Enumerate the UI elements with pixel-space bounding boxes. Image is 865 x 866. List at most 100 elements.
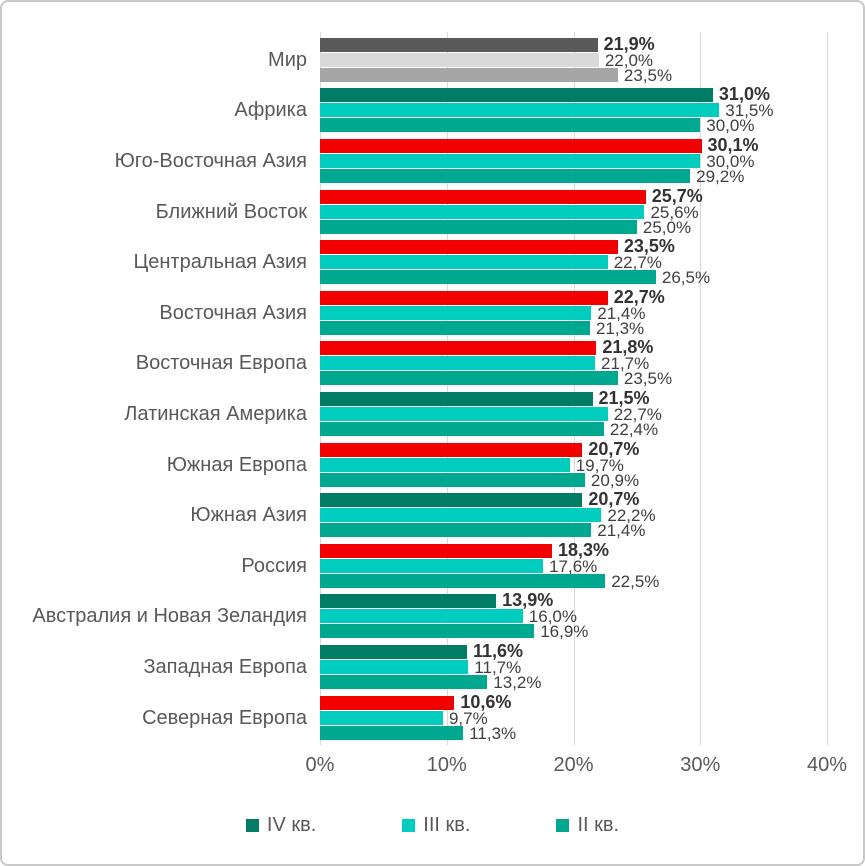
bar-q2 — [320, 472, 585, 487]
bar-q3 — [320, 305, 592, 320]
bar-group: 11,6% 11,7% 13,2% — [320, 642, 827, 692]
value-label-q2: 16,9% — [540, 622, 589, 642]
bar-group: 21,9% 22,0% 23,5% — [320, 33, 827, 85]
bar-q3 — [320, 255, 608, 270]
bar-q3 — [320, 356, 596, 371]
chart-row: Восточная Европа 21,8% 21,7% 23,5% — [2, 337, 827, 390]
bar-q4 — [320, 240, 618, 255]
bar-q4 — [320, 290, 608, 305]
chart-rows: Мир 21,9% 22,0% 23,5% Африка 31,0% 31,5% 30,0% Ю… — [2, 35, 827, 743]
bar-q2 — [320, 67, 618, 82]
value-label-q4: 23,5% — [623, 236, 675, 257]
value-label-q2: 30,0% — [706, 116, 755, 136]
x-axis-tick: 40% — [806, 754, 848, 776]
bar-q4 — [320, 543, 552, 558]
bar-q2 — [320, 624, 535, 639]
value-label-q4: 21,8% — [602, 337, 654, 358]
gridline — [573, 32, 575, 745]
value-label-q3: 30,0% — [706, 151, 755, 171]
legend: IV кв. III кв. II кв. — [2, 814, 863, 837]
bar-q4 — [320, 391, 593, 406]
bar-group: 21,5% 22,7% 22,4% — [320, 387, 827, 439]
bar-q2 — [320, 674, 488, 689]
bar-group: 10,6% 9,7% 11,3% — [320, 693, 827, 742]
chart-row: Австралия и Новая Зеландия 13,9% 16,0% 16,9… — [2, 591, 827, 643]
value-label-q4: 18,3% — [557, 539, 609, 560]
value-label-q2: 13,2% — [493, 672, 542, 692]
bar-group: 30,1% 30,0% 29,2% — [320, 136, 827, 186]
value-label-q3: 31,5% — [725, 101, 774, 121]
legend-label-q2: II кв. — [577, 814, 620, 836]
bar-q2 — [320, 168, 691, 183]
bar-q2 — [320, 725, 464, 740]
chart-row: Южная Европа 20,7% 19,7% 20,9% — [2, 440, 827, 491]
x-axis-tick: 30% — [680, 754, 721, 776]
gridline — [827, 32, 828, 745]
value-label-q3: 19,7% — [575, 455, 624, 475]
chart-row: Юго-Восточная Азия 30,1% 30,0% 29,2% — [2, 136, 827, 187]
value-label-q2: 23,5% — [623, 65, 673, 85]
bar-q2 — [320, 421, 604, 436]
bar-group: 22,7% 21,4% 21,3% — [320, 286, 827, 337]
bar-q3 — [320, 406, 608, 421]
category-label: Ближний Восток — [155, 200, 307, 223]
bar-q4 — [320, 644, 468, 659]
bar-q3 — [320, 558, 544, 573]
value-label-q4: 31,0% — [718, 84, 770, 105]
value-label-q3: 25,6% — [650, 202, 699, 222]
value-label-q3: 22,2% — [607, 506, 656, 526]
value-label-q4: 25,7% — [651, 185, 703, 206]
bar-group: 20,7% 19,7% 20,9% — [320, 438, 827, 489]
x-axis-tick: 10% — [426, 754, 467, 776]
category-label: Юго-Восточная Азия — [114, 149, 307, 172]
value-label-q2: 29,2% — [696, 166, 745, 186]
value-label-q4: 20,7% — [588, 489, 640, 510]
gridline — [446, 32, 448, 745]
gridline — [700, 32, 702, 745]
bar-q4 — [320, 88, 713, 103]
bar-group: 23,5% 22,7% 26,5% — [320, 236, 827, 288]
bar-q3 — [320, 153, 701, 168]
value-label-q4: 21,9% — [603, 33, 655, 54]
bar-q2 — [320, 523, 592, 538]
bar-q2 — [320, 371, 618, 386]
chart-row: Африка 31,0% 31,5% 30,0% — [2, 84, 827, 137]
category-label: Африка — [234, 99, 307, 122]
legend-label-q3: III кв. — [423, 814, 471, 836]
gridline — [320, 32, 321, 745]
bar-q3 — [320, 508, 602, 523]
bar-group: 21,8% 21,7% 23,5% — [320, 337, 827, 389]
value-label-q3: 17,6% — [549, 556, 598, 576]
bar-q4 — [320, 493, 583, 508]
bar-q2 — [320, 118, 701, 133]
chart-row: Восточная Азия 22,7% 21,4% 21,3% — [2, 288, 827, 339]
bar-q2 — [320, 219, 637, 234]
value-label-q2: 22,4% — [609, 419, 659, 439]
value-label-q3: 22,7% — [613, 404, 662, 424]
legend-item-q3: III кв. — [402, 814, 470, 837]
value-label-q4: 20,7% — [588, 438, 640, 459]
value-label-q4: 21,5% — [598, 387, 650, 408]
value-label-q2: 23,5% — [623, 369, 673, 389]
legend-swatch-q3 — [402, 819, 416, 832]
chart-row: Северная Европа 10,6% 9,7% 11,3% — [2, 693, 827, 744]
value-label-q3: 9,7% — [448, 708, 488, 728]
bar-q4 — [320, 341, 597, 356]
x-axis-tick: 0% — [305, 754, 335, 776]
category-label: Латинская Америка — [124, 402, 307, 425]
chart-row: Центральная Азия 23,5% 22,7% 26,5% — [2, 237, 827, 288]
value-label-q2: 26,5% — [661, 268, 711, 288]
category-label: Мир — [268, 48, 307, 71]
value-label-q3: 22,7% — [613, 253, 662, 273]
bar-q4 — [320, 138, 702, 153]
bar-group: 18,3% 17,6% 22,5% — [320, 539, 827, 590]
bar-q2 — [320, 573, 606, 588]
bar-q3 — [320, 103, 720, 118]
value-label-q4: 22,7% — [613, 286, 665, 307]
legend-label-q4: IV кв. — [266, 814, 317, 836]
category-label: Центральная Азия — [133, 251, 307, 274]
bar-group: 13,9% 16,0% 16,9% — [320, 591, 827, 642]
category-label: Австралия и Новая Зеландия — [32, 605, 307, 628]
bar-q4 — [320, 189, 646, 204]
chart-row: Россия 18,3% 17,6% 22,5% — [2, 541, 827, 592]
